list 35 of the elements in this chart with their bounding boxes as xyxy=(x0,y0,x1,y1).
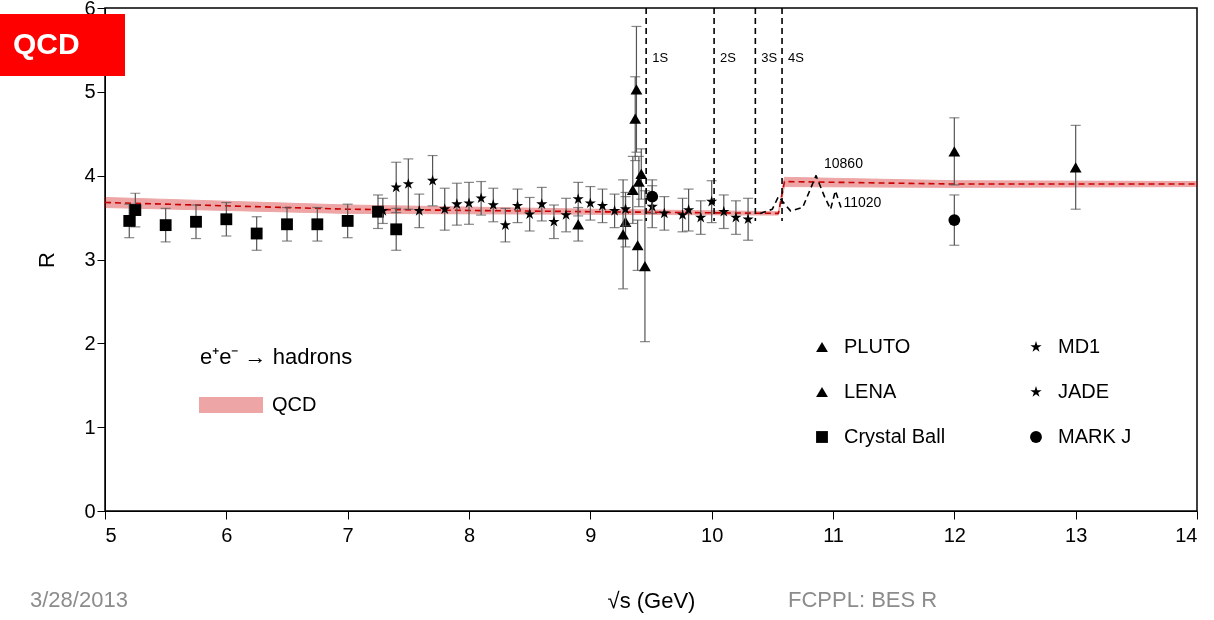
x-tick-label: 8 xyxy=(463,523,476,546)
ref-line-label: 1S xyxy=(652,50,669,65)
y-tick-label: 3 xyxy=(84,248,96,270)
legend-label: JADE xyxy=(1058,380,1110,402)
y-tick-label: 2 xyxy=(84,331,96,354)
text: QCD xyxy=(13,27,80,60)
legend-label: LENA xyxy=(844,380,897,402)
x-tick-label: 14 xyxy=(1175,523,1198,546)
legend-label: QCD xyxy=(272,393,317,415)
ref-line-label: 3S xyxy=(761,50,778,65)
x-tick-label: 6 xyxy=(221,523,233,546)
y-tick-label: 4 xyxy=(84,164,96,187)
x-tick-label: 12 xyxy=(943,523,966,546)
text: 3/28/2013 xyxy=(30,587,128,612)
legend-label: PLUTO xyxy=(844,335,911,357)
ref-line-label: 2S xyxy=(720,50,737,65)
x-axis-title: √s (GeV) xyxy=(607,587,696,613)
x-tick-label: 13 xyxy=(1065,523,1088,546)
legend-label: Crystal Ball xyxy=(844,425,946,447)
x-tick-label: 11 xyxy=(823,523,844,546)
x-tick-label: 5 xyxy=(105,523,117,546)
annotation: e⁺e⁻ → hadrons xyxy=(200,344,353,369)
ref-line-label: 4S xyxy=(788,50,805,65)
y-tick-label: 0 xyxy=(84,499,96,522)
y-axis-title: R xyxy=(34,252,60,268)
y-tick-label: 1 xyxy=(84,415,96,438)
annotation: 10860 xyxy=(824,154,864,171)
legend-label: MD1 xyxy=(1058,335,1101,357)
y-tick-label: 5 xyxy=(84,80,96,103)
x-tick-label: 9 xyxy=(585,523,597,546)
text: FCPPL: BES R xyxy=(788,587,938,612)
legend-label: MARK J xyxy=(1058,425,1132,447)
x-tick-label: 10 xyxy=(701,523,724,546)
annotation: 11020 xyxy=(843,193,882,210)
x-tick-label: 7 xyxy=(342,523,354,546)
